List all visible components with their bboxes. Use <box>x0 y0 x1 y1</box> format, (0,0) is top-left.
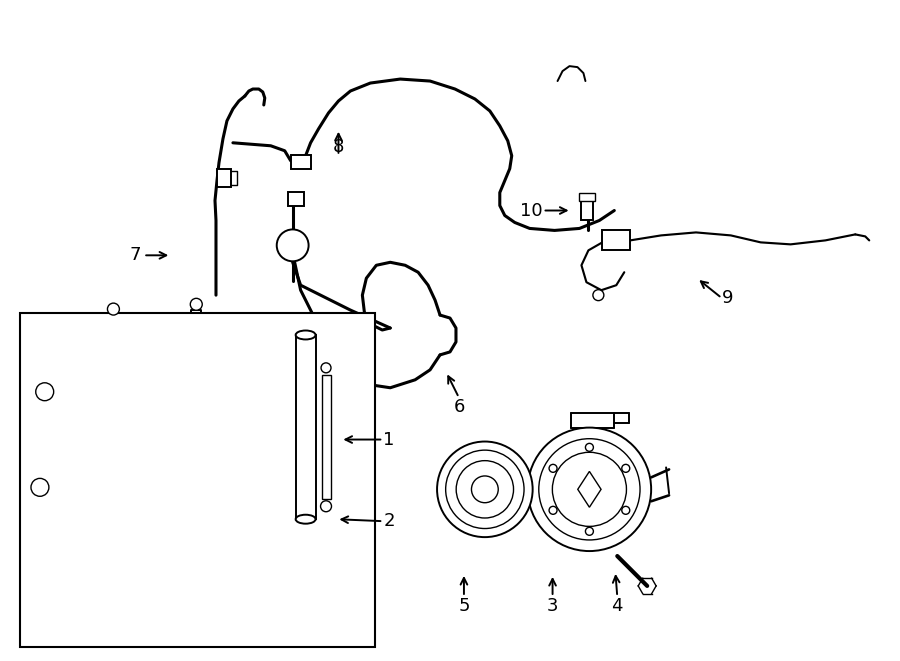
Circle shape <box>320 501 331 512</box>
Text: 1: 1 <box>383 430 395 449</box>
Circle shape <box>36 383 54 401</box>
Circle shape <box>446 450 524 529</box>
Circle shape <box>585 444 593 451</box>
Text: 8: 8 <box>333 137 344 156</box>
Text: 7: 7 <box>130 247 141 264</box>
Text: 5: 5 <box>458 597 470 615</box>
Circle shape <box>456 461 514 518</box>
Circle shape <box>549 506 557 514</box>
Circle shape <box>107 303 120 315</box>
Ellipse shape <box>296 330 316 340</box>
Text: 6: 6 <box>454 398 464 416</box>
Polygon shape <box>578 471 601 507</box>
Circle shape <box>622 506 630 514</box>
Ellipse shape <box>296 515 316 524</box>
Circle shape <box>190 298 203 310</box>
Bar <box>217 169 231 186</box>
Text: 2: 2 <box>383 512 395 530</box>
Circle shape <box>593 290 604 301</box>
Bar <box>581 198 593 221</box>
Bar <box>602 231 630 251</box>
Circle shape <box>31 479 49 496</box>
Text: 9: 9 <box>722 289 734 307</box>
Bar <box>296 335 316 519</box>
Bar <box>288 192 303 206</box>
Bar <box>321 375 330 499</box>
Circle shape <box>472 476 499 503</box>
Circle shape <box>539 439 640 540</box>
Circle shape <box>553 452 626 526</box>
Bar <box>291 155 310 169</box>
Text: 3: 3 <box>547 597 558 615</box>
Bar <box>20 313 375 646</box>
Text: 4: 4 <box>611 597 623 615</box>
Circle shape <box>549 465 557 473</box>
Circle shape <box>276 229 309 261</box>
Circle shape <box>527 428 652 551</box>
Text: 10: 10 <box>520 202 543 219</box>
Bar <box>580 192 596 200</box>
Circle shape <box>321 363 331 373</box>
Circle shape <box>437 442 533 537</box>
Circle shape <box>585 527 593 535</box>
Circle shape <box>622 465 630 473</box>
